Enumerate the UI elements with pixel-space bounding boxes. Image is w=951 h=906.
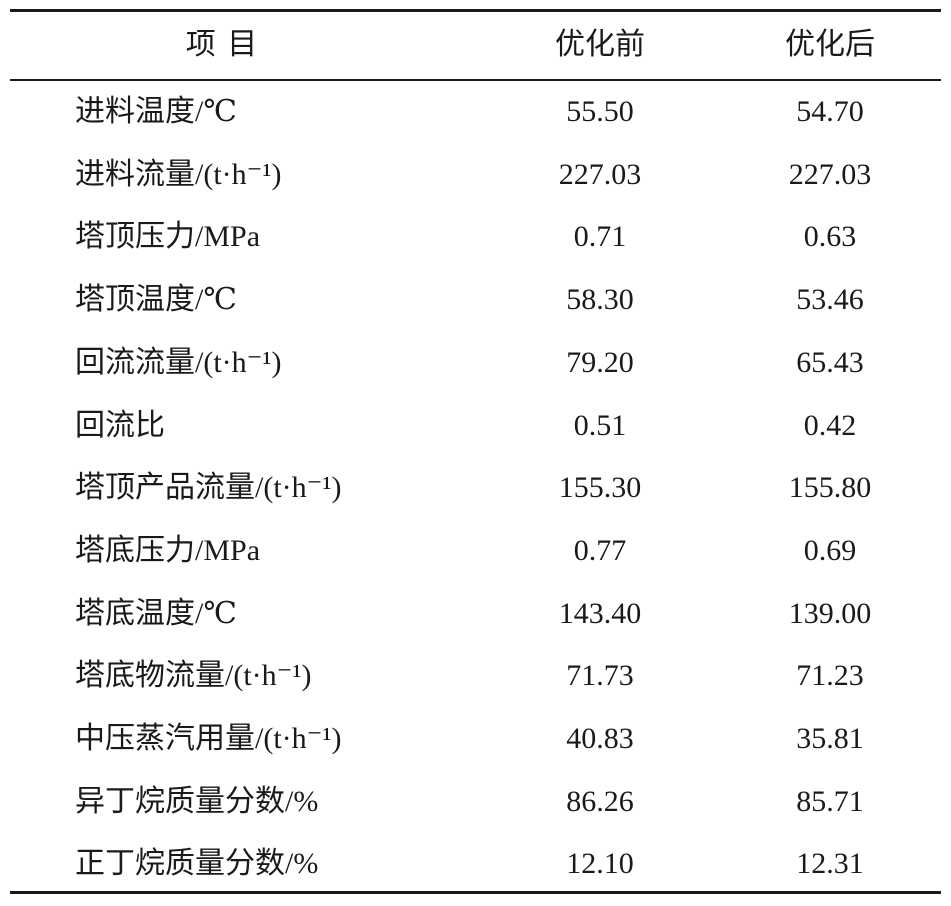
row-label: 塔顶温度/℃ xyxy=(75,283,237,317)
value-cell: 155.80 xyxy=(788,471,872,505)
header-cell: 项 目 xyxy=(185,28,260,61)
header-rule xyxy=(10,79,941,81)
value-cell: 71.73 xyxy=(566,659,634,693)
value-cell: 35.81 xyxy=(796,722,864,755)
row-label: 回流流量/(t·h⁻¹) xyxy=(75,345,282,379)
value-cell: 0.51 xyxy=(573,408,627,442)
row-label: 中压蒸汽用量/(t·h⁻¹) xyxy=(75,722,342,755)
value-cell: 227.03 xyxy=(558,157,642,191)
value-cell: 58.30 xyxy=(566,283,634,317)
value-cell: 54.70 xyxy=(796,95,864,128)
row-label: 回流比 xyxy=(75,408,165,442)
value-cell: 155.30 xyxy=(558,471,642,505)
value-cell: 71.23 xyxy=(796,659,864,693)
row-label: 塔顶产品流量/(t·h⁻¹) xyxy=(75,471,342,505)
value-cell: 53.46 xyxy=(796,283,864,317)
row-label: 塔顶压力/MPa xyxy=(75,220,261,254)
value-cell: 0.63 xyxy=(803,220,857,254)
value-cell: 143.40 xyxy=(558,596,642,630)
row-label: 进料温度/℃ xyxy=(75,95,237,128)
row-label: 正丁烷质量分数/% xyxy=(75,847,319,881)
value-cell: 85.71 xyxy=(796,784,864,818)
header-cell: 优化后 xyxy=(785,28,875,61)
row-label: 塔底压力/MPa xyxy=(75,533,261,567)
value-cell: 0.77 xyxy=(573,533,627,567)
value-cell: 0.42 xyxy=(803,408,857,442)
header-cell: 优化前 xyxy=(555,28,645,61)
value-cell: 0.69 xyxy=(803,533,857,567)
top-rule xyxy=(10,9,941,12)
value-cell: 139.00 xyxy=(788,596,872,630)
value-cell: 55.50 xyxy=(566,95,634,128)
row-label: 塔底温度/℃ xyxy=(75,596,237,630)
row-label: 进料流量/(t·h⁻¹) xyxy=(75,157,282,191)
value-cell: 0.71 xyxy=(573,220,627,254)
value-cell: 227.03 xyxy=(788,157,872,191)
row-label: 异丁烷质量分数/% xyxy=(75,784,319,818)
value-cell: 12.10 xyxy=(566,847,634,881)
value-cell: 86.26 xyxy=(566,784,634,818)
value-cell: 65.43 xyxy=(796,345,864,379)
value-cell: 79.20 xyxy=(566,345,634,379)
value-cell: 40.83 xyxy=(566,722,634,755)
bottom-rule xyxy=(10,891,941,894)
row-label: 塔底物流量/(t·h⁻¹) xyxy=(75,659,312,693)
value-cell: 12.31 xyxy=(796,847,864,881)
